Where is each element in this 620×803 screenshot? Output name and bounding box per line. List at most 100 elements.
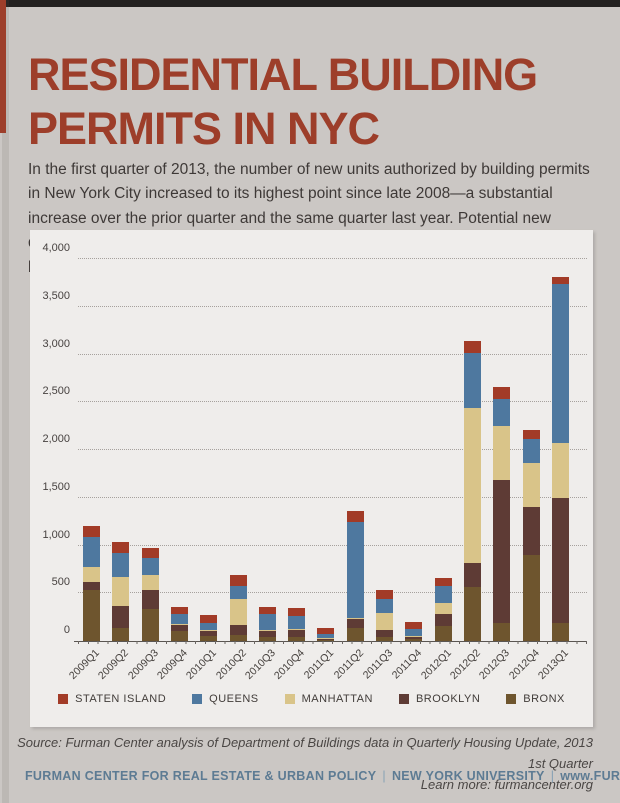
- stacked-bar-2012Q4: [522, 259, 540, 641]
- bar-segment-bronx: [83, 590, 100, 641]
- x-tick-label: 2011Q1: [302, 647, 337, 682]
- bar-segment-bronx: [434, 625, 452, 641]
- x-tick-label: 2009Q1: [67, 647, 102, 682]
- bar-segment-staten-island: [317, 628, 335, 635]
- bar-segment-brooklyn: [83, 581, 100, 591]
- bar-segment-manhattan: [288, 629, 306, 631]
- bar-segment-bronx: [493, 622, 511, 641]
- bar-segment-queens: [141, 558, 159, 576]
- bar-segment-bronx: [346, 628, 364, 641]
- legend-swatch-icon: [58, 694, 69, 704]
- bar-segment-staten-island: [258, 606, 276, 614]
- bar-segment-brooklyn: [200, 630, 218, 637]
- stacked-bar-2010Q1: [200, 259, 218, 641]
- gridline-500: [78, 592, 587, 594]
- legend-label: BROOKLYN: [415, 693, 481, 705]
- bar-segment-staten-island: [200, 614, 218, 624]
- bar-segment-bronx: [288, 637, 306, 641]
- bar-segment-manhattan: [434, 603, 452, 615]
- x-tick-label: 2012Q2: [447, 647, 483, 682]
- x-axis-ticks: [78, 641, 587, 644]
- bar-segment-queens: [258, 613, 276, 630]
- stacked-bar-2011Q3: [376, 259, 393, 641]
- stacked-bar-2010Q4: [288, 259, 306, 641]
- bar-segment-bronx: [405, 639, 423, 641]
- legend-swatch-icon: [398, 694, 409, 704]
- legend-item-queens: QUEENS: [192, 693, 258, 705]
- bar-segment-bronx: [376, 637, 393, 641]
- bar-segment-queens: [346, 521, 364, 619]
- source-line-1: Source: Furman Center analysis of Depart…: [17, 735, 593, 771]
- bar-segment-brooklyn: [463, 563, 481, 588]
- left-edge-shadow: [2, 0, 9, 803]
- gridline-3500: [78, 305, 587, 307]
- bar-segment-staten-island: [170, 606, 188, 615]
- stacked-bar-2012Q3: [493, 259, 511, 641]
- bar-segment-staten-island: [551, 276, 569, 285]
- bar-segment-queens: [112, 552, 130, 577]
- y-tick-label: 0: [63, 624, 70, 636]
- bar-segment-brooklyn: [288, 630, 306, 638]
- bar-segment-queens: [551, 284, 569, 444]
- legend-item-staten-island: STATEN ISLAND: [58, 693, 166, 705]
- gridline-2000: [78, 449, 587, 450]
- gridline-2500: [78, 401, 587, 403]
- top-accent-bar: [0, 0, 620, 7]
- x-tick-label: 2010Q1: [184, 647, 220, 682]
- legend-label: QUEENS: [209, 693, 259, 705]
- bar-segment-bronx: [551, 622, 569, 641]
- legend-swatch-icon: [192, 694, 203, 704]
- legend-item-brooklyn: BROOKLYN: [398, 693, 481, 705]
- stacked-bar-2012Q1: [434, 259, 452, 641]
- source-note: Source: Furman Center analysis of Depart…: [13, 732, 593, 795]
- footer-separator: |: [550, 769, 555, 783]
- bar-segment-staten-island: [346, 511, 364, 522]
- footer-bar: FURMAN CENTER FOR REAL ESTATE & URBAN PO…: [25, 769, 620, 783]
- y-tick-label: 4,000: [42, 242, 70, 254]
- stacked-bar-2011Q2: [346, 259, 364, 641]
- bar-segment-manhattan: [463, 407, 481, 564]
- x-tick-label: 2009Q4: [154, 647, 190, 682]
- x-tick-label: 2010Q4: [272, 647, 308, 682]
- bar-segment-staten-island: [463, 341, 481, 354]
- x-tick-label: 2011Q4: [389, 647, 425, 682]
- bar-segment-staten-island: [493, 387, 511, 400]
- y-tick-label: 500: [51, 576, 70, 589]
- x-tick-label: 2011Q2: [331, 647, 366, 682]
- bar-segment-bronx: [112, 628, 130, 641]
- bar-segment-staten-island: [434, 577, 452, 586]
- chart-legend: STATEN ISLAND QUEENS MANHATTAN BROOKLYN BRON…: [30, 688, 593, 710]
- bar-segment-brooklyn: [258, 630, 276, 638]
- legend-item-manhattan: MANHATTAN: [284, 693, 373, 705]
- bar-segment-manhattan: [346, 618, 364, 620]
- bar-segment-staten-island: [141, 548, 159, 559]
- bar-segment-queens: [170, 614, 188, 624]
- x-tick-label: 2009Q3: [125, 647, 161, 682]
- bar-segment-queens: [405, 629, 423, 636]
- bar-segment-manhattan: [229, 599, 247, 626]
- title-line-2: PERMITS IN NYC: [28, 103, 380, 155]
- stacked-bar-2010Q3: [258, 259, 276, 641]
- bar-segment-manhattan: [141, 575, 159, 591]
- bar-segment-manhattan: [493, 426, 511, 481]
- bar-segment-queens: [434, 585, 452, 604]
- title-line-1: RESIDENTIAL BUILDING: [28, 49, 538, 101]
- bar-segment-bronx: [463, 587, 481, 641]
- gridline-3000: [78, 353, 587, 355]
- footer-text-0: FURMAN CENTER FOR REAL ESTATE & URBAN PO…: [25, 769, 377, 783]
- stacked-bar-2009Q2: [112, 259, 130, 641]
- plot-area: 2009Q1 2009Q2 2009Q3 2009Q4 2010Q1 2010Q2 2010…: [67, 258, 587, 682]
- legend-label: MANHATTAN: [301, 693, 373, 705]
- bar-segment-queens: [288, 615, 306, 630]
- bar-segment-brooklyn: [493, 480, 511, 623]
- y-axis-labels: 0 500 1,000 1,500 2,000 2,500 3,000 3,500 4,000: [30, 242, 70, 641]
- chart-panel: 0 500 1,000 1,500 2,000 2,500 3,000 3,500 4,000 …: [30, 230, 593, 727]
- bar-segment-brooklyn: [112, 605, 130, 629]
- x-tick-label: 2010Q2: [213, 647, 249, 682]
- source-line-2: Learn more: furmancenter.org: [420, 777, 593, 792]
- bar-segment-bronx: [317, 639, 335, 641]
- x-tick-label: 2010Q3: [242, 647, 278, 682]
- stacked-bar-2013Q1: [551, 259, 569, 641]
- gridline-1500: [78, 496, 587, 498]
